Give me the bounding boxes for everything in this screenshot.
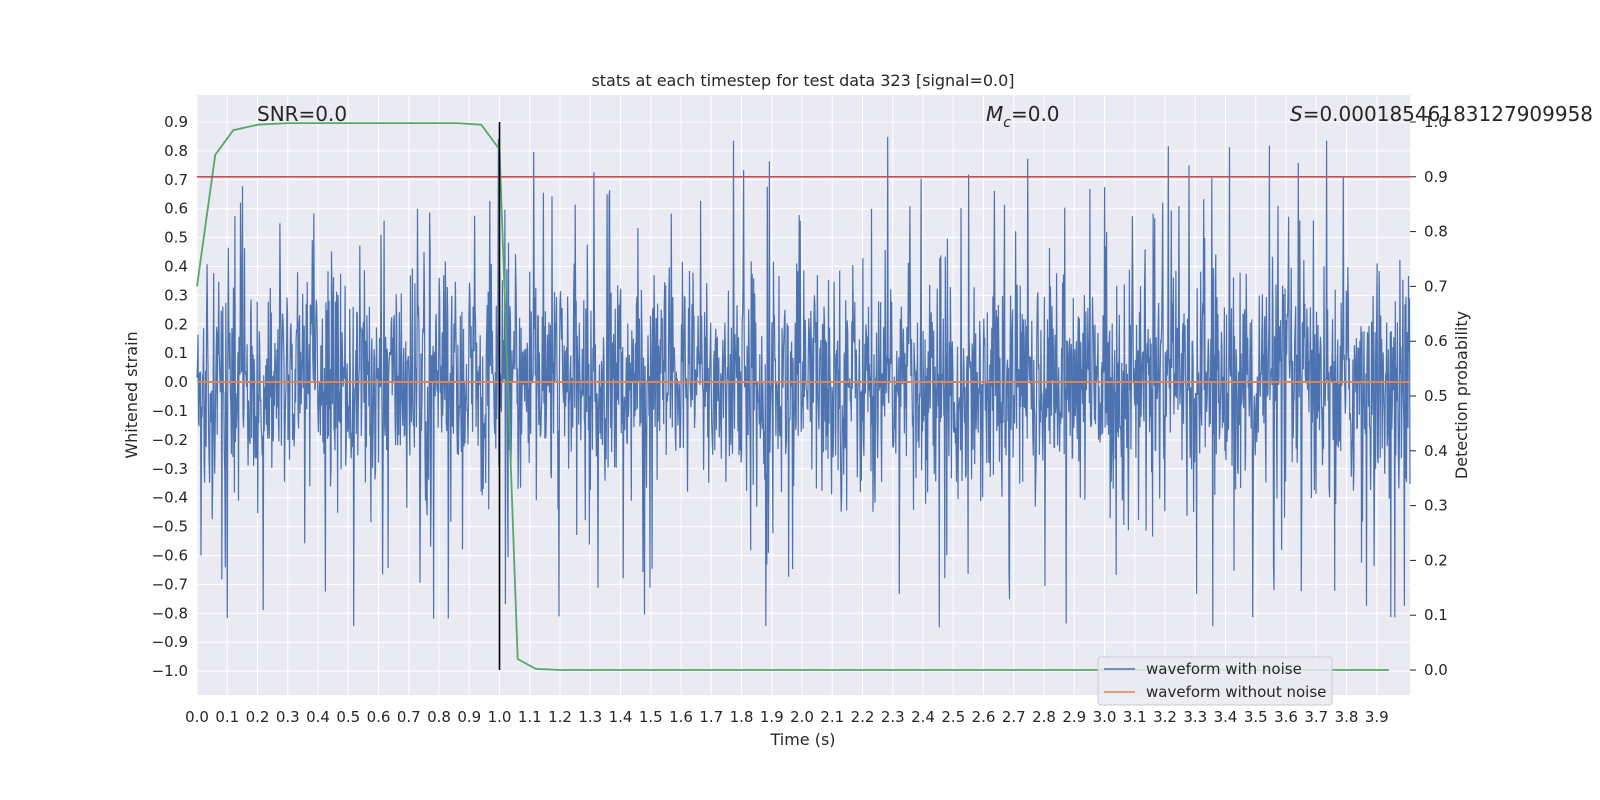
legend-box <box>1097 656 1333 706</box>
chart-title: stats at each timestep for test data 323… <box>591 71 1014 90</box>
y-tick-label: −1.0 <box>152 662 188 680</box>
snr-annotation: SNR=0.0 <box>257 102 347 126</box>
y-tick-label: 0.4 <box>164 258 188 276</box>
x-tick-label: 0.1 <box>215 708 239 726</box>
x-tick-label: 2.9 <box>1062 708 1086 726</box>
x-tick-label: 1.9 <box>760 708 784 726</box>
x-tick-label: 2.1 <box>820 708 844 726</box>
y-tick-label: −0.8 <box>152 604 188 622</box>
x-tick-label: 0.2 <box>246 708 270 726</box>
x-tick-label: 1.3 <box>578 708 602 726</box>
x-tick-label: 1.7 <box>699 708 723 726</box>
y-tick-label: 0.2 <box>164 315 188 333</box>
y-tick-label: −0.6 <box>152 547 188 565</box>
y2-tick-label: 0.0 <box>1424 661 1448 679</box>
y2-tick-label: 0.2 <box>1424 551 1448 569</box>
y-tick-label: −0.7 <box>152 575 188 593</box>
x-tick-label: 0.8 <box>427 708 451 726</box>
x-tick-label: 2.4 <box>911 708 935 726</box>
y2-axis-ticks: 1.0 0.9 0.8 0.7 0.6 0.5 0.4 0.3 0.2 0.1 0.0 <box>1410 113 1448 679</box>
y-tick-label: 0.6 <box>164 200 188 218</box>
legend-label-noisy: waveform with noise <box>1146 660 1302 678</box>
x-axis-label: Time (s) <box>769 730 835 749</box>
chirp-mass-subscript: c <box>1003 115 1011 131</box>
y2-tick-label: 0.6 <box>1424 332 1448 350</box>
chirp-mass-symbol: M <box>986 102 1003 126</box>
y-axis-ticks: 0.9 0.8 0.7 0.6 0.5 0.4 0.3 0.2 0.1 0.0 −0.1 −0.2 −0… <box>152 113 188 680</box>
y2-tick-label: 0.7 <box>1424 277 1448 295</box>
y-tick-label: −0.4 <box>152 489 188 507</box>
y-tick-label: 0.3 <box>164 286 188 304</box>
y-tick-label: −0.2 <box>152 431 188 449</box>
x-tick-label: 3.0 <box>1093 708 1117 726</box>
y-tick-label: 0.0 <box>164 373 188 391</box>
x-tick-label: 0.5 <box>336 708 360 726</box>
x-tick-label: 3.1 <box>1123 708 1147 726</box>
x-tick-label: 3.9 <box>1365 708 1389 726</box>
y-tick-label: 0.8 <box>164 142 188 160</box>
y2-tick-label: 0.1 <box>1424 606 1448 624</box>
noisy-waveform-line <box>196 136 1411 628</box>
x-tick-label: 0.7 <box>397 708 421 726</box>
y2-tick-label: 1.0 <box>1424 113 1448 131</box>
x-tick-label: 1.6 <box>669 708 693 726</box>
y-axis-label: Whitened strain <box>122 331 141 458</box>
x-tick-label: 0.4 <box>306 708 330 726</box>
x-tick-label: 2.0 <box>790 708 814 726</box>
s-symbol: S <box>1290 102 1303 126</box>
x-tick-label: 2.5 <box>941 708 965 726</box>
y-tick-label: 0.5 <box>164 229 188 247</box>
noisy-waveform-series <box>196 136 1411 628</box>
y-tick-label: 0.1 <box>164 344 188 362</box>
x-axis-ticks: 0.0 0.1 0.2 0.3 0.4 0.5 0.6 0.7 0.8 0.9 1.0 1.1 1.2 1… <box>185 708 1389 726</box>
x-tick-label: 3.2 <box>1153 708 1177 726</box>
x-tick-label: 1.1 <box>518 708 542 726</box>
y2-tick-label: 0.4 <box>1424 442 1448 460</box>
y-tick-label: −0.5 <box>152 518 188 536</box>
x-tick-label: 1.8 <box>730 708 754 726</box>
chirp-mass-annotation: Mc=0.0 <box>986 102 1060 131</box>
x-tick-label: 0.9 <box>457 708 481 726</box>
x-tick-label: 1.0 <box>488 708 512 726</box>
y-tick-label: −0.9 <box>152 633 188 651</box>
s-value: =0.00018546183127909958 <box>1303 102 1593 126</box>
y2-tick-label: 0.8 <box>1424 223 1448 241</box>
y2-tick-label: 0.5 <box>1424 387 1448 405</box>
x-tick-label: 3.6 <box>1274 708 1298 726</box>
y-tick-label: −0.1 <box>152 402 188 420</box>
x-tick-label: 0.6 <box>367 708 391 726</box>
y2-tick-label: 0.3 <box>1424 497 1448 515</box>
x-tick-label: 3.5 <box>1244 708 1268 726</box>
x-tick-label: 3.8 <box>1335 708 1359 726</box>
x-tick-label: 1.4 <box>609 708 633 726</box>
y-tick-label: −0.3 <box>152 460 188 478</box>
x-tick-label: 3.4 <box>1214 708 1238 726</box>
x-tick-label: 2.6 <box>972 708 996 726</box>
legend: waveform with noise waveform without noi… <box>1097 656 1333 706</box>
x-tick-label: 2.2 <box>851 708 875 726</box>
x-tick-label: 3.7 <box>1304 708 1328 726</box>
y-tick-label: 0.7 <box>164 171 188 189</box>
y2-axis-label: Detection probability <box>1452 311 1471 479</box>
chirp-mass-value: =0.0 <box>1011 102 1060 126</box>
legend-label-clean: waveform without noise <box>1146 683 1326 701</box>
x-tick-label: 0.3 <box>276 708 300 726</box>
x-tick-label: 3.3 <box>1183 708 1207 726</box>
y2-tick-label: 0.9 <box>1424 168 1448 186</box>
x-tick-label: 2.8 <box>1032 708 1056 726</box>
x-tick-label: 2.7 <box>1002 708 1026 726</box>
x-tick-label: 2.3 <box>881 708 905 726</box>
x-tick-label: 1.5 <box>639 708 663 726</box>
x-tick-label: 0.0 <box>185 708 209 726</box>
x-tick-label: 1.2 <box>548 708 572 726</box>
y-tick-label: 0.9 <box>164 113 188 131</box>
s-annotation: S=0.00018546183127909958 <box>1290 102 1593 126</box>
